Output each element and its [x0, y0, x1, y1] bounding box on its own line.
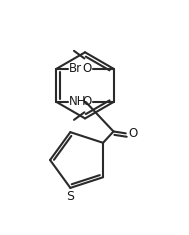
- Text: O: O: [83, 95, 92, 108]
- Text: NH: NH: [69, 95, 86, 108]
- Text: O: O: [128, 127, 137, 140]
- Text: S: S: [66, 190, 74, 203]
- Text: Br: Br: [69, 62, 82, 75]
- Text: O: O: [83, 62, 92, 75]
